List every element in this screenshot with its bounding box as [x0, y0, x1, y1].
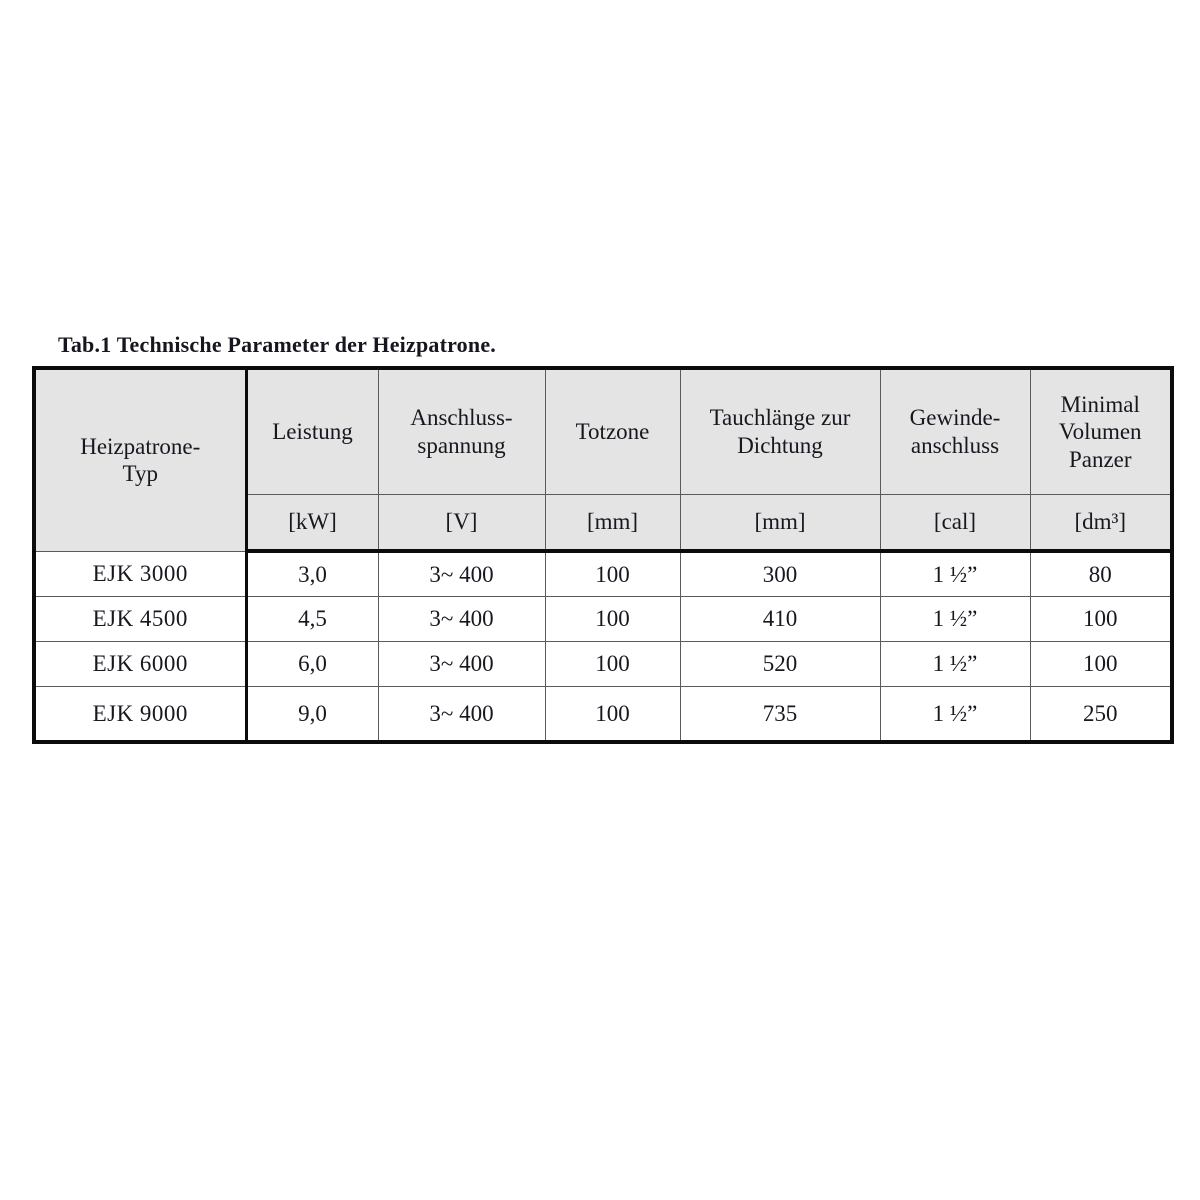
- header-line: Typ: [122, 461, 158, 487]
- header-line: Totzone: [575, 419, 650, 445]
- header-line: Anschluss-: [410, 405, 513, 431]
- header-cell-leistung: Leistung: [245, 367, 379, 495]
- cell-tauchlaenge: 300: [679, 550, 881, 597]
- cell-gewinde: 1 ½”: [879, 550, 1031, 597]
- header-cell-anschlussspannung: Anschluss- spannung: [377, 367, 546, 495]
- cell-totzone: 100: [544, 595, 681, 642]
- cell-tauchlaenge: 735: [679, 685, 881, 743]
- unit-cell-anschlussspannung: [V]: [377, 494, 546, 553]
- table-body: EJK 3000 3,0 3~ 400 100 300 1 ½” 80 EJK …: [33, 550, 1173, 743]
- spec-table-container: Heizpatrone- Typ Leistung Anschluss- spa…: [32, 366, 1174, 744]
- cell-volumen: 100: [1029, 595, 1173, 642]
- technical-parameters-table: Heizpatrone- Typ Leistung Anschluss- spa…: [32, 366, 1174, 744]
- cell-spannung: 3~ 400: [377, 550, 546, 597]
- header-line: Tauchlänge zur: [709, 405, 851, 431]
- cell-volumen: 80: [1029, 550, 1173, 597]
- cell-totzone: 100: [544, 550, 681, 597]
- cell-spannung: 3~ 400: [377, 595, 546, 642]
- header-line: Gewinde-: [909, 405, 1001, 431]
- cell-volumen: 100: [1029, 640, 1173, 687]
- header-line: Leistung: [272, 419, 353, 445]
- header-cell-heizpatrone-typ: Heizpatrone- Typ: [33, 367, 248, 552]
- cell-typ: EJK 4500: [33, 595, 248, 642]
- cell-totzone: 100: [544, 640, 681, 687]
- header-line: Panzer: [1068, 446, 1132, 472]
- table-row: EJK 4500 4,5 3~ 400 100 410 1 ½” 100: [33, 595, 1173, 642]
- cell-gewinde: 1 ½”: [879, 640, 1031, 687]
- cell-tauchlaenge: 520: [679, 640, 881, 687]
- header-line: Volumen: [1058, 419, 1142, 445]
- table-row: EJK 9000 9,0 3~ 400 100 735 1 ½” 250: [33, 685, 1173, 743]
- cell-tauchlaenge: 410: [679, 595, 881, 642]
- unit-cell-leistung: [kW]: [245, 494, 379, 553]
- header-line: Dichtung: [737, 433, 823, 458]
- cell-leistung: 3,0: [245, 550, 379, 597]
- cell-gewinde: 1 ½”: [879, 595, 1031, 642]
- unit-cell-minimal-volumen-panzer: [dm³]: [1029, 494, 1173, 553]
- cell-volumen: 250: [1029, 685, 1173, 743]
- cell-totzone: 100: [544, 685, 681, 743]
- header-cell-tauchlaenge: Tauchlänge zur Dichtung: [679, 367, 881, 495]
- table-header: Heizpatrone- Typ Leistung Anschluss- spa…: [33, 367, 1173, 553]
- cell-leistung: 4,5: [245, 595, 379, 642]
- cell-typ: EJK 3000: [33, 550, 248, 597]
- cell-leistung: 9,0: [245, 685, 379, 743]
- header-cell-totzone: Totzone: [544, 367, 681, 495]
- unit-cell-tauchlaenge: [mm]: [679, 494, 881, 553]
- header-units-row: [kW] [V] [mm] [mm] [cal] [dm³]: [34, 494, 1173, 553]
- header-title-row: Heizpatrone- Typ Leistung Anschluss- spa…: [33, 367, 1173, 552]
- unit-cell-gewindeanschluss: [cal]: [879, 494, 1031, 553]
- cell-typ: EJK 6000: [33, 640, 248, 687]
- table-row: EJK 3000 3,0 3~ 400 100 300 1 ½” 80: [33, 550, 1173, 597]
- cell-spannung: 3~ 400: [377, 640, 546, 687]
- header-line: Heizpatrone-: [80, 433, 201, 459]
- header-cell-minimal-volumen-panzer: Minimal Volumen Panzer: [1029, 367, 1173, 495]
- cell-leistung: 6,0: [245, 640, 379, 687]
- header-line: Minimal: [1060, 391, 1140, 417]
- table-row: EJK 6000 6,0 3~ 400 100 520 1 ½” 100: [33, 640, 1173, 687]
- cell-gewinde: 1 ½”: [879, 685, 1031, 743]
- header-cell-gewindeanschluss: Gewinde- anschluss: [879, 367, 1031, 495]
- header-line: anschluss: [910, 433, 1000, 458]
- cell-typ: EJK 9000: [33, 685, 248, 743]
- cell-spannung: 3~ 400: [377, 685, 546, 743]
- table-caption: Tab.1 Technische Parameter der Heizpatro…: [58, 332, 496, 357]
- unit-cell-totzone: [mm]: [544, 494, 681, 553]
- header-line: spannung: [417, 433, 506, 458]
